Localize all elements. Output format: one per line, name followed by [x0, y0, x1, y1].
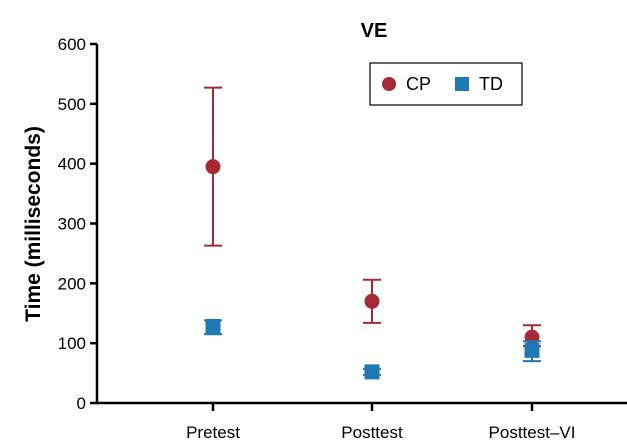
- axes: [95, 44, 627, 405]
- series-td: [204, 318, 541, 380]
- data-point: [364, 364, 380, 380]
- legend: CP TD: [369, 62, 523, 106]
- chart-title: VE: [361, 20, 388, 42]
- y-ticks: 0 100 200 300 400 500 600: [58, 35, 97, 413]
- y-tick-label: 200: [58, 274, 86, 293]
- x-ticks: Pretest Posttest Posttest–VI: [186, 403, 575, 441]
- y-tick-label: 400: [58, 155, 86, 174]
- legend-label-td: TD: [479, 74, 503, 94]
- legend-label-cp: CP: [406, 74, 431, 94]
- data-point: [205, 318, 221, 334]
- y-tick-label: 300: [58, 215, 86, 234]
- series-cp: [204, 86, 541, 348]
- y-tick-label: 100: [58, 334, 86, 353]
- series-layer: [204, 86, 541, 380]
- x-tick-label: Pretest: [186, 423, 240, 441]
- y-tick-label: 0: [77, 394, 86, 413]
- legend-marker-cp: [382, 77, 396, 91]
- y-tick-label: 500: [58, 95, 86, 114]
- y-axis-label: Time (milliseconds): [22, 126, 45, 322]
- data-point: [205, 159, 221, 175]
- legend-marker-td: [455, 77, 469, 91]
- y-tick-label: 600: [58, 35, 86, 54]
- x-tick-label: Posttest–VI: [489, 423, 576, 441]
- x-tick-label: Posttest: [341, 423, 403, 441]
- data-point: [524, 342, 540, 358]
- data-point: [364, 293, 380, 309]
